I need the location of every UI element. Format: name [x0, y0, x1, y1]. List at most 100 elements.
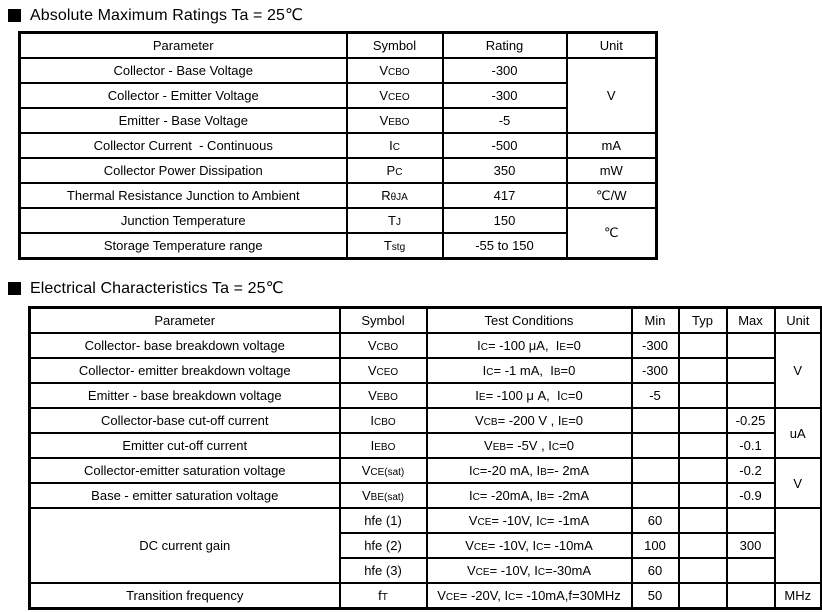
absolute-maximum-ratings-table: Parameter Symbol Rating Unit Collector -… — [18, 31, 658, 260]
typ-cell — [677, 582, 728, 610]
col-header-symbol: Symbol — [338, 306, 428, 334]
table-row: Emitter - base breakdown voltage VEBO IE… — [28, 382, 822, 409]
section-bullet-icon — [8, 281, 21, 295]
symbol-subscript: C — [486, 367, 494, 378]
symbol-subscript: C — [472, 467, 480, 478]
min-cell: -300 — [630, 357, 680, 384]
unit-cell: V — [773, 332, 822, 409]
typ-cell — [677, 357, 728, 384]
table-row: Collector Power Dissipation PC 350 mW — [18, 157, 658, 184]
test-conditions-cell: VCE= -10V, IC=-30mA — [425, 557, 633, 584]
table-row: Collector Current - Continuous IC -500 m… — [18, 132, 658, 159]
col-header-symbol: Symbol — [345, 31, 444, 59]
unit-cell: uA — [773, 407, 822, 459]
symbol-subscript: CE — [477, 517, 492, 528]
symbol-subscript: E — [559, 342, 567, 353]
symbol-cell: VCEO — [338, 357, 428, 384]
test-conditions-cell: VCB= -200 V , IE=0 — [425, 407, 633, 434]
symbol-subscript: C — [536, 542, 544, 553]
symbol-subscript: CE — [473, 542, 488, 553]
parameter-cell: Junction Temperature — [18, 207, 348, 234]
symbol-subscript: CEO — [376, 367, 399, 378]
symbol-subscript: EB — [492, 442, 507, 453]
rating-cell: -5 — [441, 107, 568, 134]
parameter-cell: Transition frequency — [28, 582, 341, 610]
section-title-electrical-characteristics: Electrical Characteristics Ta = 25℃ — [8, 278, 284, 298]
col-header-parameter: Parameter — [18, 31, 348, 59]
min-cell: -300 — [630, 332, 680, 359]
col-header-min: Min — [630, 306, 680, 334]
table-row: hfe (2) VCE= -10V, IC= -10mA 100 300 — [30, 532, 822, 559]
typ-cell — [677, 407, 728, 434]
max-cell — [725, 332, 776, 359]
symbol-cell: TJ — [345, 207, 444, 234]
symbol-subscript: EBO — [374, 442, 396, 453]
symbol-cell: RθJA — [345, 182, 444, 209]
max-cell: -0.9 — [725, 482, 776, 509]
test-conditions-cell: IC= -100 μA, IE=0 — [425, 332, 633, 359]
symbol-cell: ICBO — [338, 407, 428, 434]
section-title-absolute-maximum-ratings: Absolute Maximum Ratings Ta = 25℃ — [8, 5, 303, 25]
symbol-subscript: C — [560, 392, 568, 403]
symbol-cell: VCE(sat) — [338, 457, 428, 484]
rating-cell: -500 — [441, 132, 568, 159]
symbol-subscript: C — [537, 567, 546, 578]
min-cell: -5 — [630, 382, 680, 409]
unit-cell: ℃/W — [565, 182, 658, 209]
parameter-cell: Thermal Resistance Junction to Ambient — [18, 182, 348, 209]
test-conditions-cell: VCE= -10V, IC= -10mA — [425, 532, 633, 559]
test-conditions-cell: IC= -20mA, IB= -2mA — [425, 482, 633, 509]
table-header-row: Parameter Symbol Rating Unit — [18, 31, 658, 59]
rating-cell: -300 — [441, 82, 568, 109]
symbol-cell: hfe (3) — [338, 557, 428, 584]
symbol-subscript: B — [553, 367, 561, 378]
section-title-text: Electrical Characteristics Ta = 25℃ — [30, 280, 284, 297]
rating-cell: 350 — [441, 157, 568, 184]
unit-cell: mW — [565, 157, 658, 184]
symbol-cell: VCEO — [345, 82, 444, 109]
table-row: Transition frequency fT VCE= -20V, IC= -… — [28, 582, 822, 610]
unit-cell: V — [773, 457, 822, 509]
symbol-cell: VCBO — [338, 332, 428, 359]
table-row: Collector - Base Voltage VCBO -300 V — [18, 57, 658, 134]
typ-cell — [677, 557, 728, 584]
symbol-subscript: C — [539, 517, 547, 528]
max-cell: -0.1 — [725, 432, 776, 459]
symbol-subscript: E — [561, 417, 569, 428]
parameter-cell: Emitter cut-off current — [28, 432, 341, 459]
typ-cell — [677, 532, 728, 559]
test-conditions-cell: IE= -100 μ A, IC=0 — [425, 382, 633, 409]
symbol-subscript: CEO — [388, 92, 410, 103]
rating-cell: -300 — [441, 57, 568, 84]
parameter-cell: Collector Current - Continuous — [18, 132, 348, 159]
col-header-typ: Typ — [677, 306, 728, 334]
symbol-cell: VCBO — [345, 57, 444, 84]
min-cell — [630, 482, 680, 509]
symbol-cell: IC — [345, 132, 444, 159]
test-conditions-cell: IC= -1 mA, IB=0 — [425, 357, 633, 384]
col-header-rating: Rating — [441, 31, 568, 59]
symbol-subscript: C — [392, 142, 400, 153]
min-cell — [630, 407, 680, 434]
symbol-subscript: CE — [475, 567, 490, 578]
min-cell — [630, 432, 680, 459]
table-row: hfe (3) VCE= -10V, IC=-30mA 60 — [30, 557, 822, 584]
parameter-cell: Collector Power Dissipation — [18, 157, 348, 184]
parameter-cell: Collector- emitter breakdown voltage — [28, 357, 341, 384]
symbol-cell: fT — [338, 582, 428, 610]
table-row: Emitter - Base Voltage VEBO -5 — [18, 107, 657, 134]
typ-cell — [677, 507, 728, 534]
max-cell: 300 — [725, 532, 776, 559]
max-cell: -0.2 — [725, 457, 776, 484]
parameter-cell: Emitter - base breakdown voltage — [28, 382, 341, 409]
max-cell — [725, 382, 776, 409]
unit-cell: mA — [565, 132, 658, 159]
test-conditions-cell: VCE= -10V, IC= -1mA — [425, 507, 633, 534]
table-row: Collector- base breakdown voltage VCBO I… — [28, 332, 822, 409]
symbol-subscript: C — [472, 492, 480, 503]
table-row: Junction Temperature TJ 150 ℃ — [18, 207, 658, 260]
parameter-cell: Emitter - Base Voltage — [18, 107, 348, 134]
symbol-cell: VEBO — [338, 382, 428, 409]
rating-cell: -55 to 150 — [441, 232, 568, 260]
